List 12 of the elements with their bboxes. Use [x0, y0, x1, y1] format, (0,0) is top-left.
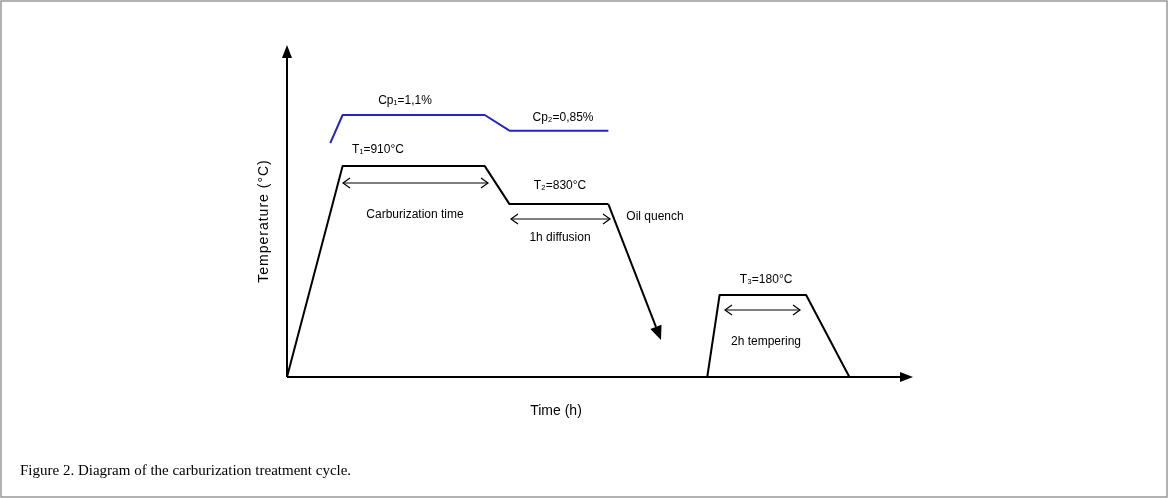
text: Cp₁=1,1% [378, 93, 433, 108]
x-axis-title: Time (h) [530, 402, 582, 418]
annotation: 2h tempering [730, 334, 802, 349]
annotation: T₂=830°C [533, 178, 587, 193]
annotation: Cp₂=0,85% [532, 110, 594, 125]
annotation: Oil quench [626, 209, 684, 224]
caption: Figure 2. Diagram of the carburization treatment cycle. [20, 462, 352, 478]
annotation: Carburization time [366, 207, 465, 222]
y-axis-title: Temperature (°C) [255, 159, 271, 283]
annotation: T₁=910°C [352, 142, 405, 157]
annotation: 1h diffusion [529, 230, 591, 245]
annotation: T₃=180°C [739, 272, 793, 287]
